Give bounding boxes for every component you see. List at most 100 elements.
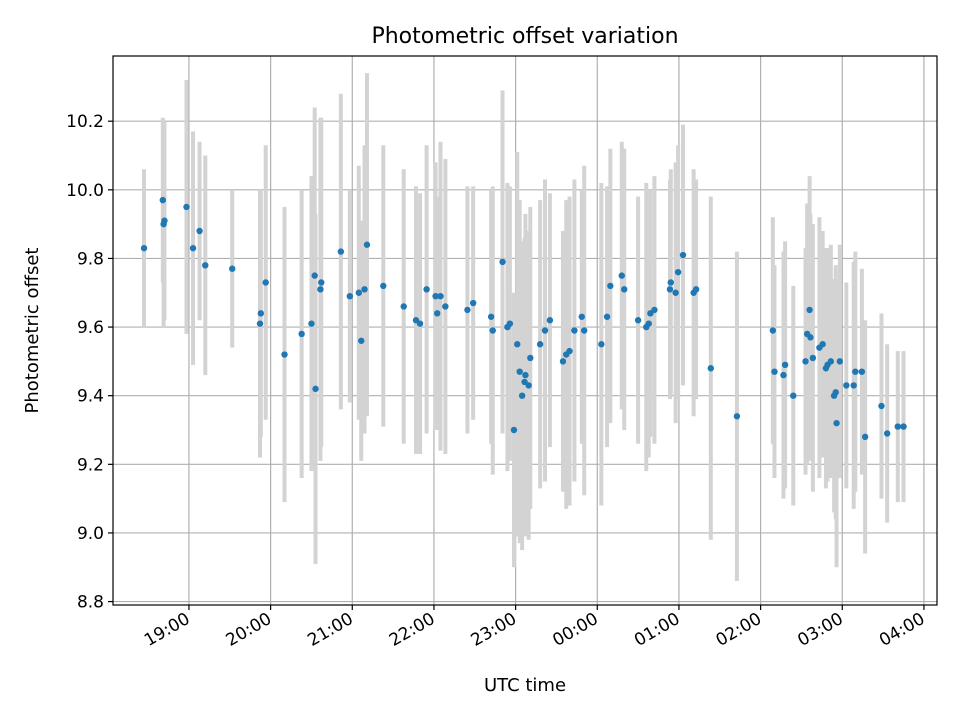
x-tick-label: 04:00 xyxy=(876,609,928,651)
y-tick-label: 10.0 xyxy=(66,181,104,201)
data-point xyxy=(202,262,209,269)
data-point xyxy=(514,341,521,348)
chart-title: Photometric offset variation xyxy=(371,24,678,49)
data-point xyxy=(733,413,741,420)
x-tick-label: 19:00 xyxy=(141,609,193,651)
data-point xyxy=(809,354,817,362)
data-point xyxy=(281,351,288,358)
data-point xyxy=(878,402,885,410)
data-point xyxy=(667,279,674,286)
data-point xyxy=(802,358,809,365)
plot-frame xyxy=(112,55,938,606)
data-point xyxy=(833,419,840,427)
data-point xyxy=(525,382,532,389)
data-point xyxy=(196,227,203,235)
data-point xyxy=(806,306,813,314)
data-point xyxy=(843,382,850,389)
data-point xyxy=(598,341,605,348)
data-point xyxy=(692,286,700,293)
data-point xyxy=(861,433,869,441)
data-point xyxy=(850,382,857,389)
y-tick-label: 8.8 xyxy=(77,593,104,613)
data-point xyxy=(621,286,628,293)
data-point xyxy=(346,292,354,300)
y-tick-label: 9.8 xyxy=(77,249,104,269)
data-point xyxy=(807,334,814,341)
data-point xyxy=(318,279,325,286)
y-axis-label: Photometric offset xyxy=(22,248,43,414)
data-point xyxy=(894,423,902,430)
data-point xyxy=(312,385,319,393)
data-point xyxy=(189,244,197,252)
data-point xyxy=(536,341,544,348)
x-tick-label: 01:00 xyxy=(631,609,683,651)
data-point xyxy=(355,289,363,296)
data-point xyxy=(400,303,407,310)
data-point xyxy=(672,289,679,296)
data-point xyxy=(363,241,371,248)
data-point xyxy=(578,313,585,320)
x-tick-label: 22:00 xyxy=(386,609,438,651)
data-point xyxy=(499,258,506,266)
data-point xyxy=(510,426,518,434)
data-point xyxy=(900,423,907,430)
data-point xyxy=(522,371,529,379)
data-point xyxy=(358,337,365,344)
y-tick-label: 9.6 xyxy=(77,318,104,338)
data-point xyxy=(546,317,554,324)
axis-ticks: 8.8 9.0 9.2 9.4 9.6 9.8 10.0 10.2 19:00 20:00 21:0… xyxy=(66,112,928,651)
data-point xyxy=(416,320,424,327)
data-point xyxy=(380,282,387,290)
data-point xyxy=(832,389,839,396)
data-point xyxy=(432,292,439,300)
data-point xyxy=(506,320,514,327)
data-point xyxy=(651,306,658,314)
data-points xyxy=(140,196,907,441)
data-point xyxy=(603,313,611,320)
y-tick-label: 9.2 xyxy=(77,455,104,475)
data-point xyxy=(518,392,526,399)
data-point xyxy=(679,251,687,259)
data-point xyxy=(780,371,787,379)
data-point xyxy=(442,303,449,310)
data-point xyxy=(337,248,345,255)
data-point xyxy=(183,203,190,211)
y-tick-label: 9.0 xyxy=(77,524,104,544)
data-point xyxy=(527,354,534,362)
x-tick-label: 02:00 xyxy=(713,609,765,651)
data-point xyxy=(317,286,324,293)
data-point xyxy=(618,272,625,279)
data-point xyxy=(634,317,642,324)
data-point xyxy=(666,286,674,293)
data-point xyxy=(769,327,777,334)
data-point xyxy=(852,368,859,375)
y-tick-label: 10.2 xyxy=(66,112,104,132)
x-axis-label: UTC time xyxy=(484,675,566,696)
data-point xyxy=(423,286,430,293)
data-point xyxy=(434,310,441,317)
data-point xyxy=(361,286,368,293)
x-tick-label: 20:00 xyxy=(223,609,275,651)
data-point xyxy=(571,327,578,334)
data-point xyxy=(516,368,523,375)
data-point xyxy=(858,368,866,375)
data-point xyxy=(674,268,682,276)
data-point xyxy=(229,265,236,272)
data-point xyxy=(308,320,315,327)
data-point xyxy=(781,361,789,369)
data-point xyxy=(790,392,797,399)
data-point xyxy=(836,358,844,365)
data-point xyxy=(262,279,269,286)
y-tick-label: 9.4 xyxy=(77,387,104,407)
data-point xyxy=(464,306,471,314)
data-point xyxy=(607,282,614,290)
data-point xyxy=(161,217,168,224)
x-tick-label: 00:00 xyxy=(549,609,601,651)
data-point xyxy=(819,341,826,348)
data-point xyxy=(581,327,588,334)
data-point xyxy=(827,358,835,365)
data-point xyxy=(257,310,265,317)
data-point xyxy=(159,196,167,204)
data-point xyxy=(311,272,318,279)
